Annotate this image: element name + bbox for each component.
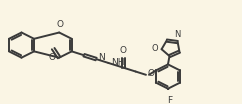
Text: O: O (120, 46, 127, 55)
Text: N: N (98, 53, 105, 62)
Text: F: F (167, 96, 173, 104)
Text: N: N (174, 30, 181, 40)
Text: O: O (152, 44, 159, 53)
Text: O: O (49, 53, 56, 62)
Text: O: O (148, 69, 155, 78)
Text: NH: NH (111, 58, 125, 67)
Text: O: O (57, 20, 64, 29)
